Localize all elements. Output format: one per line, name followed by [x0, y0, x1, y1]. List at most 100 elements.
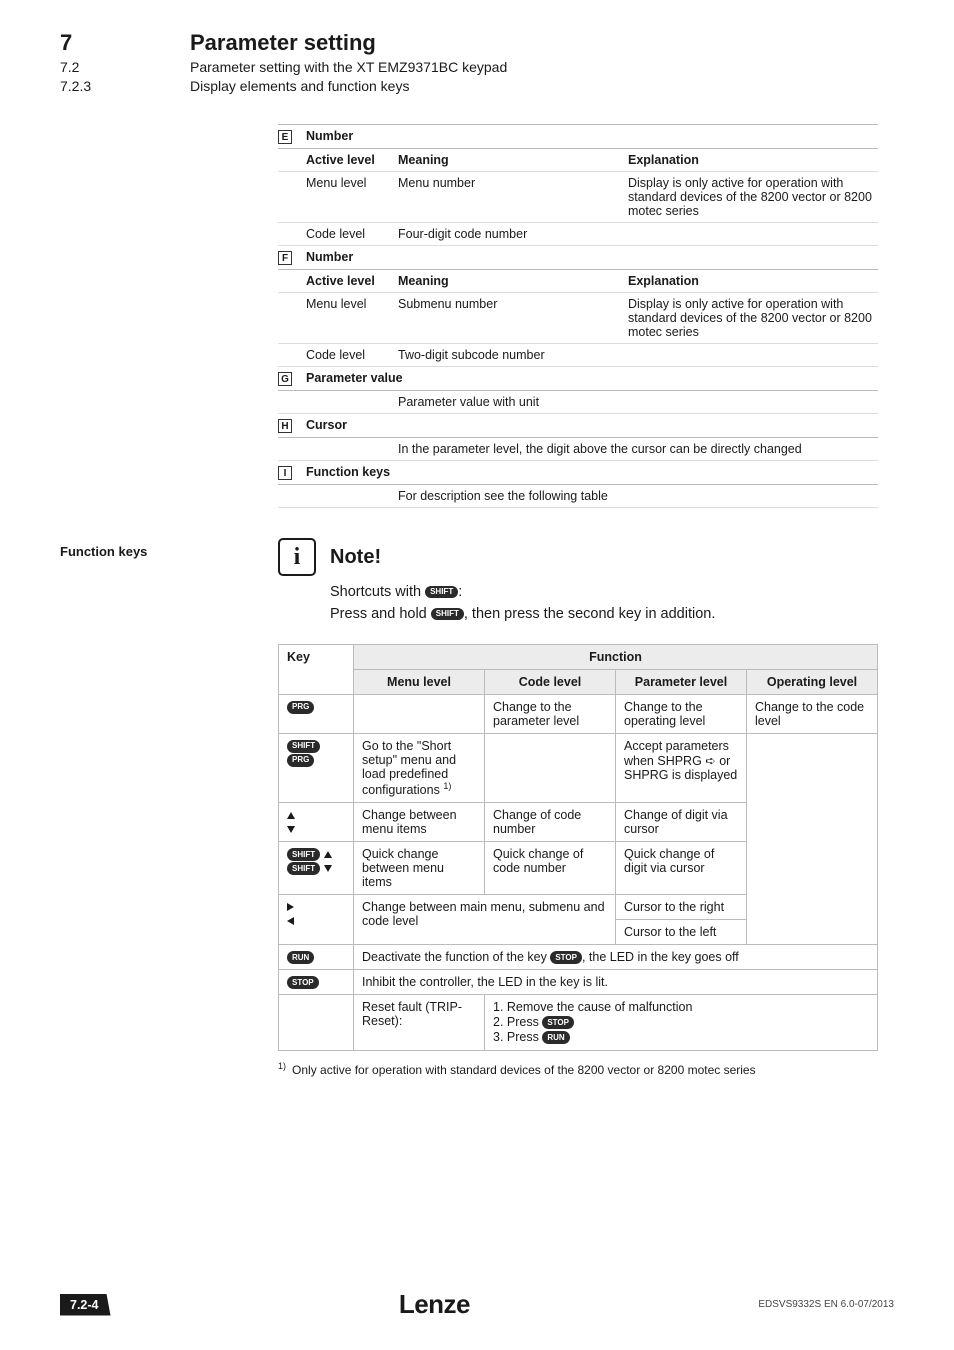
note-box: i Note!: [278, 538, 878, 576]
group-h-title: Cursor: [306, 414, 878, 438]
col-meaning: Meaning: [398, 149, 628, 172]
key-cell: STOP: [279, 969, 354, 994]
reset-step: 1. Remove the cause of malfunction: [493, 1000, 869, 1014]
cell: Change of code number: [485, 802, 616, 841]
col-explanation: Explanation: [628, 149, 878, 172]
cell-right: Cursor to the right: [616, 895, 746, 920]
header-sub-number: 7.2: [60, 59, 190, 75]
cell: Display is only active for operation wit…: [628, 172, 878, 223]
cell: Quick change between menu items: [354, 841, 485, 894]
cell: Change to the parameter level: [485, 694, 616, 733]
cell: Code level: [306, 344, 398, 367]
cell: Change between menu items: [354, 802, 485, 841]
down-arrow-icon: [287, 826, 295, 833]
letter-f-icon: F: [278, 251, 292, 265]
cell: Four-digit code number: [398, 223, 628, 246]
note-line2a: Press and hold: [330, 606, 431, 622]
header-section-title: Parameter setting: [190, 30, 376, 56]
group-e-title: Number: [306, 125, 878, 149]
up-arrow-icon: [324, 851, 332, 858]
cell: For description see the following table: [398, 485, 878, 508]
key-cell: SHIFT PRG: [279, 733, 354, 802]
shift-key-icon: SHIFT: [287, 740, 320, 753]
th-param-level: Parameter level: [616, 669, 747, 694]
letter-i-icon: I: [278, 466, 292, 480]
right-arrow-icon: [287, 903, 294, 911]
cell: Accept parameters when SHPRG ➪ or SHPRG …: [616, 733, 747, 802]
info-icon: i: [278, 538, 316, 576]
note-line1a: Shortcuts with: [330, 584, 425, 600]
cell: [485, 733, 616, 802]
up-arrow-icon: [287, 812, 295, 819]
note-body: Shortcuts with SHIFT: Press and hold SHI…: [330, 582, 878, 626]
prg-key-icon: PRG: [287, 754, 314, 767]
header-sub-title: Parameter setting with the XT EMZ9371BC …: [190, 59, 507, 75]
run-key-icon: RUN: [287, 951, 314, 964]
text: Deactivate the function of the key: [362, 950, 550, 964]
cell-left: Cursor to the left: [616, 920, 746, 944]
shift-key-icon: SHIFT: [287, 848, 320, 861]
cell: Two-digit subcode number: [398, 344, 628, 367]
cell: [628, 223, 878, 246]
footnote-marker: 1): [443, 781, 451, 791]
cell: Cursor to the right Cursor to the left: [616, 894, 747, 944]
left-arrow-icon: [287, 917, 294, 925]
stop-key-icon: STOP: [287, 976, 319, 989]
cell: Deactivate the function of the key STOP,…: [354, 944, 878, 969]
header-section-number: 7: [60, 30, 190, 56]
th-function: Function: [354, 644, 878, 669]
col-explanation: Explanation: [628, 270, 878, 293]
group-f-title: Number: [306, 246, 878, 270]
cell: Menu level: [306, 293, 398, 344]
key-cell: [279, 894, 354, 944]
run-key-icon: RUN: [542, 1031, 569, 1044]
cell: Change to the code level: [747, 694, 878, 733]
page-number: 7.2-4: [60, 1294, 111, 1316]
note-line1b: :: [458, 584, 462, 600]
note-title: Note!: [330, 546, 381, 569]
note-line2b: , then press the second key in addition.: [464, 606, 716, 622]
col-active-level: Active level: [306, 149, 398, 172]
stop-key-icon: STOP: [550, 951, 582, 964]
col-meaning: Meaning: [398, 270, 628, 293]
cell: Go to the "Short setup" menu and load pr…: [354, 733, 485, 802]
th-oper-level: Operating level: [747, 669, 878, 694]
group-g-title: Parameter value: [306, 367, 878, 391]
th-code-level: Code level: [485, 669, 616, 694]
text: 2. Press: [493, 1015, 542, 1029]
cell: Parameter value with unit: [398, 391, 878, 414]
shift-key-icon: SHIFT: [431, 608, 464, 621]
cell: Menu number: [398, 172, 628, 223]
header-subsub-title: Display elements and function keys: [190, 78, 409, 94]
footnote-text: Only active for operation with standard …: [292, 1063, 756, 1077]
cell: Inhibit the controller, the LED in the k…: [354, 969, 878, 994]
group-i-title: Function keys: [306, 461, 878, 485]
cell: [747, 733, 878, 944]
cell: 1. Remove the cause of malfunction 2. Pr…: [485, 994, 878, 1050]
letter-h-icon: H: [278, 419, 292, 433]
th-menu-level: Menu level: [354, 669, 485, 694]
text: 3. Press: [493, 1030, 542, 1044]
footnote: 1)Only active for operation with standar…: [278, 1061, 878, 1077]
cell: Submenu number: [398, 293, 628, 344]
function-keys-table: Key Function Menu level Code level Param…: [278, 644, 878, 1051]
page-footer: 7.2-4 Lenze EDSVS9332S EN 6.0-07/2013: [60, 1289, 894, 1320]
page-header: 7 Parameter setting 7.2 Parameter settin…: [60, 30, 894, 94]
cell: Code level: [306, 223, 398, 246]
col-active-level: Active level: [306, 270, 398, 293]
cell: Quick change of code number: [485, 841, 616, 894]
th-key: Key: [279, 644, 354, 694]
shift-key-icon: SHIFT: [425, 586, 458, 599]
text: Go to the "Short setup" menu and load pr…: [362, 739, 456, 797]
shift-key-icon: SHIFT: [287, 862, 320, 875]
down-arrow-icon: [324, 865, 332, 872]
reset-step: 3. Press RUN: [493, 1030, 869, 1044]
key-cell: RUN: [279, 944, 354, 969]
doc-id: EDSVS9332S EN 6.0-07/2013: [758, 1299, 894, 1310]
cell: In the parameter level, the digit above …: [398, 438, 878, 461]
reset-step: 2. Press STOP: [493, 1015, 869, 1029]
header-subsub-number: 7.2.3: [60, 78, 190, 94]
cell: [354, 694, 485, 733]
key-cell: [279, 994, 354, 1050]
cell: Change of digit via cursor: [616, 802, 747, 841]
